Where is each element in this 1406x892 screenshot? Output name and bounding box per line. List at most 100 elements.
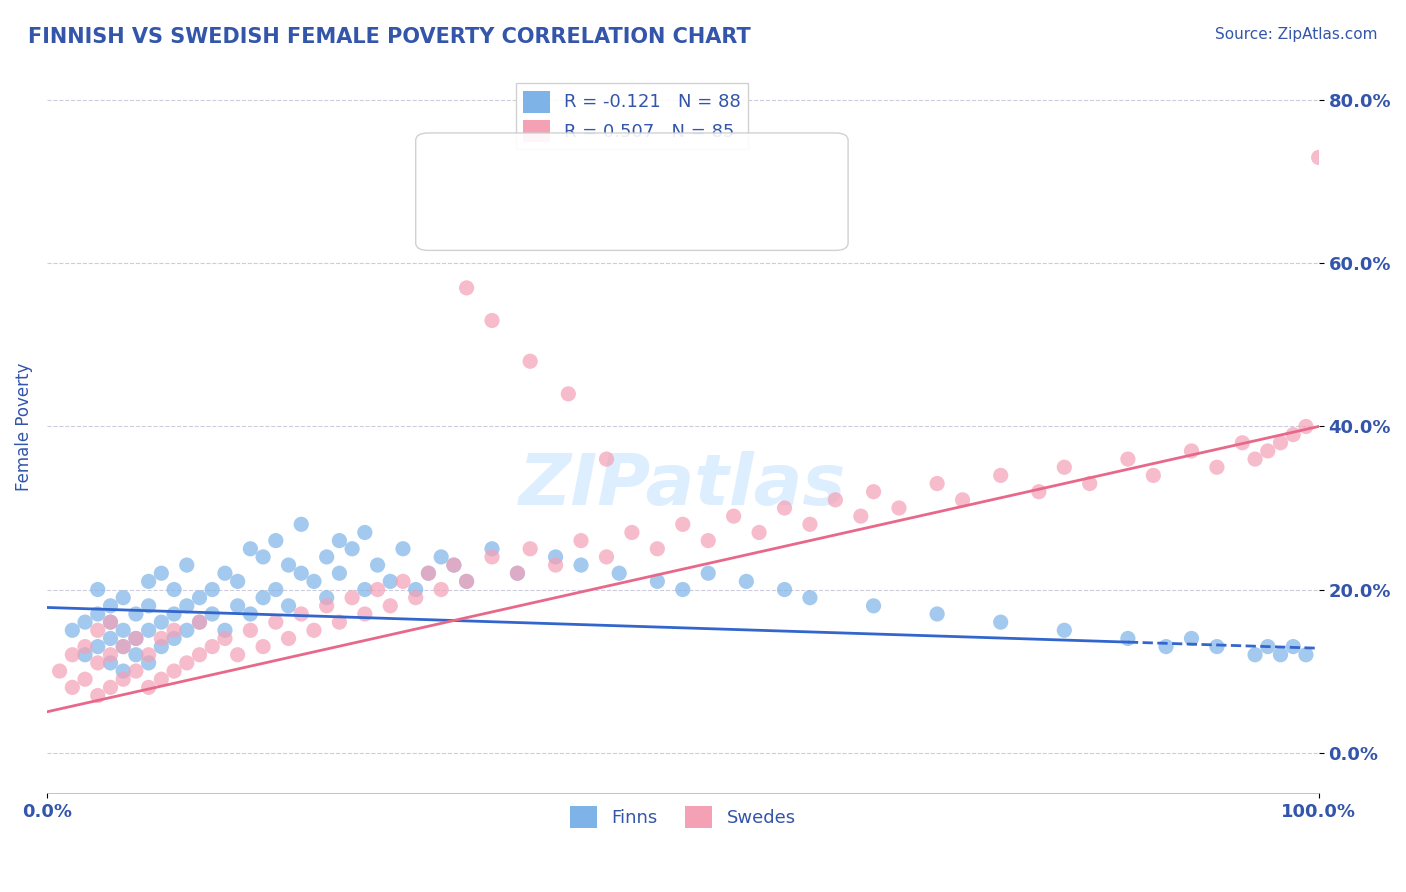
Point: [735, 574, 758, 589]
Point: [214, 624, 236, 638]
Point: [418, 566, 440, 581]
Point: [1244, 452, 1267, 467]
Point: [125, 648, 148, 662]
Point: [163, 632, 186, 646]
Point: [163, 607, 186, 621]
Point: [990, 468, 1012, 483]
Point: [990, 615, 1012, 629]
Point: [150, 566, 173, 581]
Point: [430, 549, 453, 564]
Point: [138, 624, 160, 638]
Point: [607, 566, 630, 581]
FancyBboxPatch shape: [416, 133, 848, 251]
Point: [188, 648, 211, 662]
Point: [849, 509, 872, 524]
Point: [380, 599, 402, 613]
Point: [163, 582, 186, 597]
Point: [1154, 640, 1177, 654]
Point: [87, 582, 110, 597]
Point: [1295, 419, 1317, 434]
Point: [48, 664, 70, 678]
Point: [1180, 444, 1202, 458]
Point: [264, 533, 287, 548]
Point: [380, 574, 402, 589]
Point: [176, 624, 198, 638]
Point: [353, 525, 375, 540]
Y-axis label: Female Poverty: Female Poverty: [15, 362, 32, 491]
Point: [1270, 435, 1292, 450]
Point: [73, 648, 96, 662]
Point: [952, 492, 974, 507]
Point: [290, 566, 312, 581]
Point: [443, 558, 465, 572]
Point: [392, 541, 415, 556]
Point: [1282, 427, 1305, 442]
Point: [277, 632, 299, 646]
Legend: Finns, Swedes: Finns, Swedes: [562, 799, 803, 836]
Point: [1270, 648, 1292, 662]
Point: [138, 648, 160, 662]
Point: [697, 533, 720, 548]
Point: [252, 591, 274, 605]
Point: [239, 607, 262, 621]
Point: [405, 582, 427, 597]
Point: [1257, 444, 1279, 458]
Point: [60, 648, 83, 662]
Point: [252, 549, 274, 564]
Point: [862, 484, 884, 499]
Point: [100, 632, 122, 646]
Point: [481, 549, 503, 564]
Point: [112, 624, 135, 638]
Point: [290, 517, 312, 532]
Point: [176, 599, 198, 613]
Point: [214, 632, 236, 646]
Point: [557, 387, 579, 401]
Point: [544, 558, 567, 572]
Point: [1232, 435, 1254, 450]
Point: [239, 541, 262, 556]
Point: [176, 656, 198, 670]
Point: [315, 549, 337, 564]
Point: [519, 541, 541, 556]
Text: ZIPatlas: ZIPatlas: [519, 450, 846, 520]
Point: [125, 632, 148, 646]
Point: [138, 656, 160, 670]
Point: [519, 354, 541, 368]
Point: [302, 624, 325, 638]
Point: [60, 624, 83, 638]
Point: [188, 591, 211, 605]
Point: [697, 566, 720, 581]
Point: [201, 607, 224, 621]
Point: [277, 599, 299, 613]
Point: [150, 640, 173, 654]
Point: [620, 525, 643, 540]
Point: [112, 664, 135, 678]
Point: [73, 640, 96, 654]
Point: [1206, 640, 1229, 654]
Point: [112, 672, 135, 686]
Point: [1116, 632, 1139, 646]
Point: [264, 615, 287, 629]
Point: [481, 541, 503, 556]
Point: [328, 566, 350, 581]
Point: [367, 558, 389, 572]
Point: [150, 615, 173, 629]
Point: [1295, 648, 1317, 662]
Point: [87, 656, 110, 670]
Point: [672, 517, 695, 532]
Point: [418, 566, 440, 581]
Point: [405, 591, 427, 605]
Point: [112, 591, 135, 605]
Point: [100, 681, 122, 695]
Point: [1028, 484, 1050, 499]
Point: [112, 640, 135, 654]
Point: [1180, 632, 1202, 646]
Point: [456, 281, 478, 295]
Point: [392, 574, 415, 589]
Point: [595, 549, 617, 564]
Point: [100, 648, 122, 662]
Point: [188, 615, 211, 629]
Point: [1116, 452, 1139, 467]
Point: [100, 615, 122, 629]
Point: [60, 681, 83, 695]
